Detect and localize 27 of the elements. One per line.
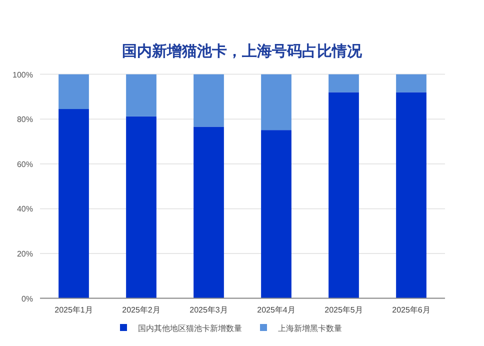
y-tick-label: 100%	[12, 70, 33, 80]
y-tick-label: 60%	[16, 160, 33, 169]
bar	[396, 74, 426, 92]
x-tick-label: 2025年4月	[257, 305, 296, 314]
x-tick-label: 2025年2月	[122, 305, 160, 314]
bar	[58, 74, 89, 110]
bar	[58, 109, 89, 298]
bar	[194, 126, 224, 298]
bar	[261, 130, 292, 298]
x-tick-label: 2025年6月	[392, 305, 430, 314]
y-tick-label: 80%	[16, 115, 33, 124]
y-tick-label: 20%	[16, 250, 33, 258]
y-tick-label: 40%	[16, 204, 33, 214]
legend-label: 国内其他地区猫池卡新增数量	[138, 324, 242, 333]
y-tick-label: 0%	[21, 294, 33, 304]
bar	[126, 116, 156, 298]
bar	[328, 92, 359, 298]
bar	[126, 74, 156, 116]
x-tick-label: 2025年5月	[324, 305, 363, 314]
bar	[261, 74, 292, 130]
x-tick-label: 2025年3月	[190, 305, 228, 314]
x-tick-label: 2025年1月	[54, 305, 93, 314]
bar	[194, 74, 224, 127]
chart-title: 国内新增猫池卡，上海号码占比情况	[122, 42, 363, 60]
bar	[328, 74, 359, 92]
legend-label: 上海新增黑卡数量	[278, 324, 342, 333]
bar	[396, 92, 426, 298]
